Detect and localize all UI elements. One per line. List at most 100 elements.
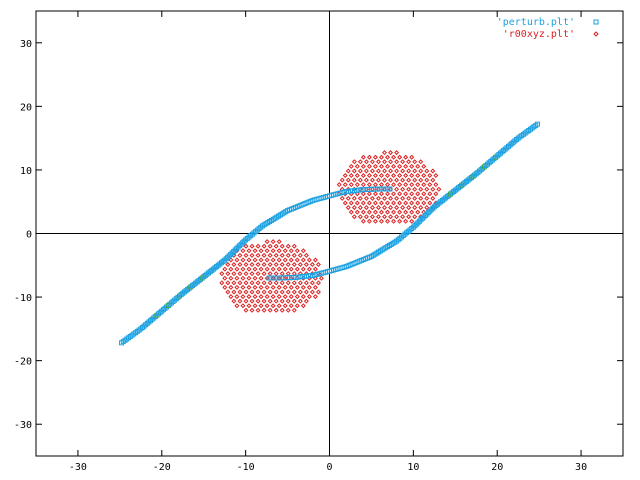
cluster-point xyxy=(225,280,231,286)
cluster-point xyxy=(415,191,421,197)
cluster-point xyxy=(243,252,249,258)
cluster-point xyxy=(258,284,264,290)
cluster-point xyxy=(409,200,415,206)
cluster-point xyxy=(249,243,255,249)
cluster-point xyxy=(267,280,273,286)
curve-point xyxy=(412,223,418,229)
cluster-point xyxy=(345,168,351,174)
cluster-point xyxy=(267,298,273,304)
cluster-point xyxy=(406,186,412,192)
cluster-point xyxy=(246,275,252,281)
cluster-point xyxy=(397,200,403,206)
cluster-point xyxy=(288,257,294,263)
cluster-point xyxy=(273,252,279,258)
cluster-point xyxy=(391,191,397,197)
cluster-point xyxy=(418,177,424,183)
cluster-point xyxy=(228,294,234,300)
cluster-point xyxy=(237,280,243,286)
cluster-point xyxy=(237,298,243,304)
cluster-point xyxy=(261,307,267,313)
cluster-point xyxy=(249,298,255,304)
cluster-point xyxy=(366,209,372,215)
y-tick-label: 30 xyxy=(20,39,32,50)
curve-point xyxy=(430,205,436,211)
cluster-point xyxy=(318,275,324,281)
cluster-point xyxy=(252,275,258,281)
cluster-point xyxy=(294,294,300,300)
cluster-point xyxy=(267,262,273,268)
cluster-point xyxy=(421,191,427,197)
cluster-point xyxy=(315,289,321,295)
cluster-point xyxy=(351,159,357,165)
cluster-point xyxy=(297,298,303,304)
cluster-point xyxy=(303,252,309,258)
cluster-point xyxy=(378,163,384,169)
cluster-point xyxy=(424,205,430,211)
cluster-point xyxy=(297,280,303,286)
cluster-point xyxy=(382,159,388,165)
cluster-point xyxy=(372,154,378,160)
cluster-point xyxy=(363,168,369,174)
cluster-point xyxy=(300,303,306,309)
cluster-point xyxy=(249,271,255,277)
cluster-point xyxy=(279,307,285,313)
cluster-point xyxy=(294,257,300,263)
cluster-point xyxy=(297,262,303,268)
cluster-point xyxy=(258,266,264,272)
cluster-point xyxy=(378,173,384,179)
curve-point xyxy=(428,207,434,213)
cluster-point xyxy=(360,218,366,224)
cluster-point xyxy=(279,243,285,249)
cluster-point xyxy=(306,257,312,263)
cluster-point xyxy=(285,252,291,258)
cluster-point xyxy=(391,200,397,206)
cluster-point xyxy=(273,289,279,295)
cluster-point xyxy=(225,271,231,277)
cluster-point xyxy=(285,280,291,286)
cluster-point xyxy=(315,262,321,268)
cluster-point xyxy=(391,154,397,160)
cluster-point xyxy=(378,200,384,206)
x-tick-label: 30 xyxy=(575,462,587,473)
cluster-point xyxy=(421,200,427,206)
cluster-point xyxy=(285,262,291,268)
cluster-point xyxy=(433,173,439,179)
cluster-point xyxy=(388,177,394,183)
cluster-point xyxy=(394,195,400,201)
cluster-point xyxy=(270,284,276,290)
cluster-point xyxy=(246,303,252,309)
cluster-point xyxy=(249,307,255,313)
cluster-point xyxy=(357,168,363,174)
cluster-point xyxy=(279,280,285,286)
cluster-point xyxy=(369,195,375,201)
cluster-point xyxy=(261,271,267,277)
cluster-point xyxy=(339,177,345,183)
cluster-point xyxy=(424,195,430,201)
cluster-point xyxy=(258,257,264,263)
cluster-point xyxy=(339,195,345,201)
cluster-point xyxy=(394,214,400,220)
cluster-point xyxy=(360,200,366,206)
cluster-point xyxy=(412,168,418,174)
cluster-point xyxy=(282,284,288,290)
cluster-point xyxy=(427,173,433,179)
cluster-point xyxy=(240,257,246,263)
cluster-point xyxy=(418,205,424,211)
cluster-point xyxy=(261,298,267,304)
cluster-point xyxy=(360,163,366,169)
cluster-point xyxy=(397,173,403,179)
curve-point xyxy=(240,240,246,246)
cluster-point xyxy=(412,205,418,211)
cluster-point xyxy=(348,173,354,179)
cluster-point xyxy=(219,280,225,286)
cluster-point xyxy=(385,218,391,224)
cluster-point xyxy=(378,218,384,224)
cluster-point xyxy=(357,205,363,211)
legend-label-r00xyz: 'r00xyz.plt' xyxy=(503,29,575,40)
cluster-point xyxy=(342,182,348,188)
cluster-point xyxy=(403,218,409,224)
curve-point xyxy=(416,218,422,224)
cluster-point xyxy=(255,252,261,258)
cluster-point xyxy=(366,200,372,206)
